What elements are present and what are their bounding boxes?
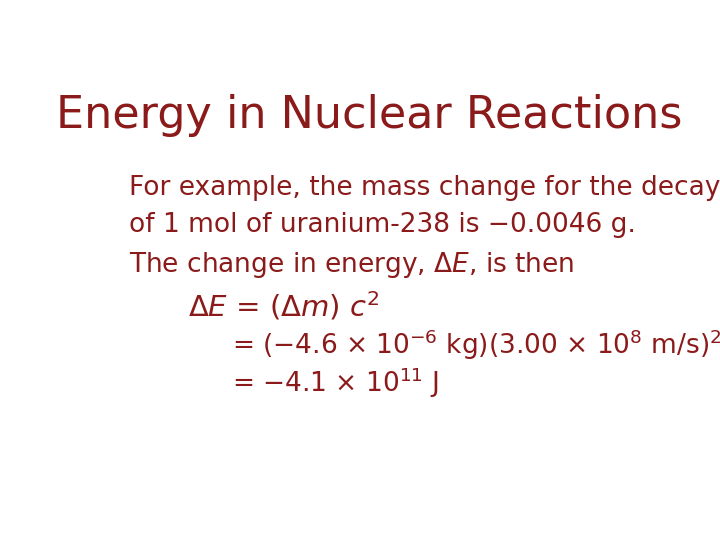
Text: = $-$4.1 $\times$ 10$^{11}$ J: = $-$4.1 $\times$ 10$^{11}$ J [233, 365, 439, 400]
Text: For example, the mass change for the decay: For example, the mass change for the dec… [129, 175, 720, 201]
Text: $\mathit{\Delta E}$ = ($\mathit{\Delta m}$) $\mathit{c}^2$: $\mathit{\Delta E}$ = ($\mathit{\Delta m… [188, 289, 379, 322]
Text: Energy in Nuclear Reactions: Energy in Nuclear Reactions [56, 94, 682, 137]
Text: of 1 mol of uranium-238 is −0.0046 g.: of 1 mol of uranium-238 is −0.0046 g. [129, 212, 636, 238]
Text: The change in energy, $\mathit{\Delta E}$, is then: The change in energy, $\mathit{\Delta E}… [129, 250, 575, 280]
Text: = ($-$4.6 $\times$ 10$^{-6}$ kg)(3.00 $\times$ 10$^{8}$ m/s)$^2$: = ($-$4.6 $\times$ 10$^{-6}$ kg)(3.00 $\… [233, 328, 720, 362]
